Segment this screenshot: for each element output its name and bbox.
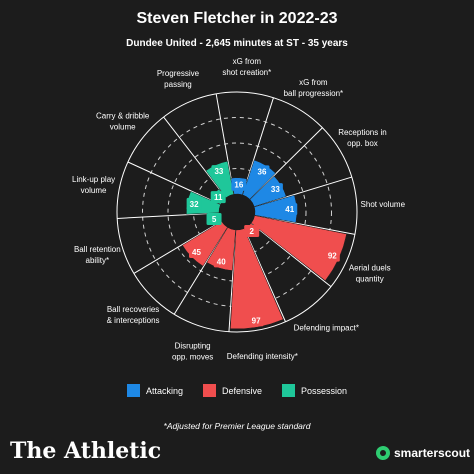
value-label: 45 <box>192 248 201 257</box>
value-label-bg <box>282 203 298 216</box>
category-label: Ball recoveries & interceptions <box>107 305 160 325</box>
value-label-bg <box>231 178 247 191</box>
value-label: 5 <box>212 215 217 224</box>
spoke-line <box>215 93 235 195</box>
spoke-line <box>241 97 274 196</box>
legend-swatch-possession <box>282 384 296 397</box>
value-label-bg <box>244 224 260 237</box>
value-label-bg <box>254 165 270 178</box>
legend-label-defensive: Defensive <box>221 385 263 396</box>
value-label-bg <box>213 255 229 268</box>
value-label-bg <box>211 165 227 178</box>
category-label: Progressive passing <box>157 69 200 89</box>
value-label: 40 <box>217 257 226 266</box>
legend-label-attacking: Attacking <box>145 385 183 396</box>
footnote: *Adjusted for Premier League standard <box>163 421 311 431</box>
spoke-line <box>228 229 237 332</box>
the-athletic-logo: The Athletic <box>10 438 162 464</box>
legend: Attacking Defensive Possession <box>0 384 474 397</box>
category-label: xG from ball progression* <box>284 78 344 98</box>
legend-item-possession: Possession <box>282 384 347 397</box>
spoke-line <box>254 214 355 235</box>
spoke-line <box>127 161 221 205</box>
chart-subtitle: Dundee United - 2,645 minutes at ST - 35… <box>126 38 348 49</box>
category-label: Defending impact* <box>294 324 359 333</box>
value-label-bg <box>210 191 226 204</box>
grid-ring <box>142 117 332 307</box>
spoke-line <box>243 228 286 322</box>
category-label: Shot volume <box>361 200 406 209</box>
value-label-bg <box>267 183 283 196</box>
value-label: 16 <box>234 181 243 190</box>
spoke-line <box>249 127 323 200</box>
bar-defensive <box>230 228 284 330</box>
spoke-line <box>163 116 227 199</box>
bar-defensive <box>250 215 347 282</box>
value-label: 97 <box>252 316 261 325</box>
spoke-line <box>250 222 332 288</box>
grid-ring <box>167 142 307 282</box>
category-label: Ball retention ability* <box>74 245 121 265</box>
value-label: 11 <box>214 193 223 202</box>
value-label-bg <box>324 249 340 262</box>
value-label-bg <box>188 245 204 258</box>
category-label: Receptions in opp. box <box>338 128 386 148</box>
category-label: Defending intensity* <box>227 352 298 361</box>
value-label: 2 <box>249 227 254 236</box>
center-hole <box>219 194 255 230</box>
smarterscout-wordmark: smarterscout <box>394 446 471 460</box>
chart-title: Steven Fletcher in 2022-23 <box>136 10 338 27</box>
category-label: xG from shot creation* <box>222 57 271 77</box>
spoke-line <box>173 227 229 315</box>
value-label: 32 <box>190 200 199 209</box>
outer-ring <box>116 91 358 333</box>
category-label: Carry & dribble volume <box>96 112 150 132</box>
legend-item-attacking: Attacking <box>126 384 183 397</box>
value-label: 92 <box>328 252 337 261</box>
legend-label-possession: Possession <box>301 385 348 396</box>
value-label: 36 <box>258 167 267 176</box>
spoke-line <box>254 176 352 208</box>
smarterscout-icon <box>376 446 390 460</box>
category-label: Aerial duels quantity <box>349 263 391 283</box>
value-label: 33 <box>214 167 223 176</box>
spoke-line <box>117 212 220 219</box>
value-label-bg <box>248 314 264 327</box>
value-label: 41 <box>285 205 294 214</box>
legend-swatch-attacking <box>126 384 140 397</box>
value-label-bg <box>186 197 202 210</box>
smarterscout-logo: smarterscout <box>376 446 470 460</box>
category-label: Link-up play volume <box>72 175 115 195</box>
legend-item-defensive: Defensive <box>202 384 263 397</box>
value-label: 33 <box>271 185 280 194</box>
spoke-line <box>133 220 222 274</box>
legend-swatch-defensive <box>202 384 216 397</box>
value-label-bg <box>206 212 222 225</box>
category-label: Disrupting opp. moves <box>172 342 213 362</box>
